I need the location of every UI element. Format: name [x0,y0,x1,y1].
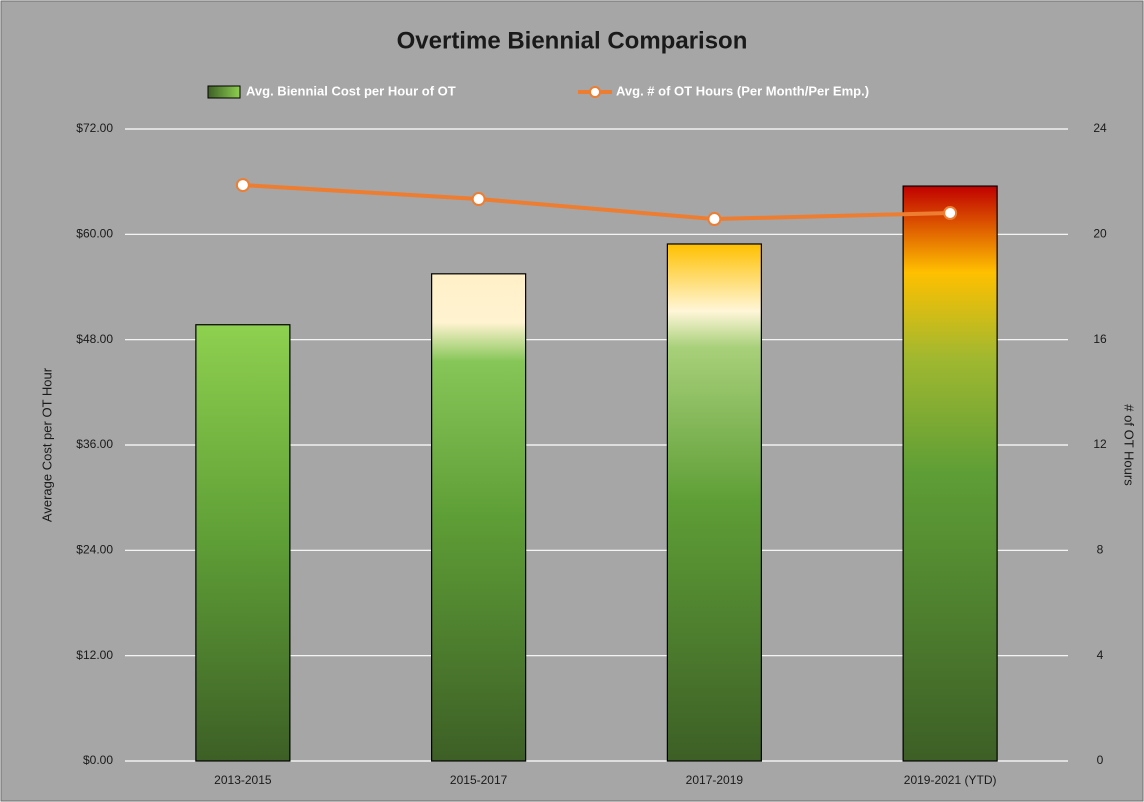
y-tick-label: $60.00 [76,227,113,241]
y-tick-label: $12.00 [76,648,113,662]
marker [235,178,250,193]
y-tick-label: $48.00 [76,332,113,346]
chart-title: Overtime Biennial Comparison [397,27,748,54]
y-tick-label: $36.00 [76,437,113,451]
y2-tick-label: 24 [1093,121,1107,135]
y2-tick-label: 0 [1097,753,1104,767]
y2-tick-label: 12 [1093,437,1107,451]
y-tick-label: $0.00 [83,753,113,767]
y-tick-label: $72.00 [76,121,113,135]
legend-label: Avg. Biennial Cost per Hour of OT [246,83,456,98]
marker [943,206,958,221]
bar [195,324,291,762]
y2-tick-label: 8 [1097,543,1104,557]
y-tick-label: $24.00 [76,543,113,557]
line [242,183,951,222]
legend-label: Avg. # of OT Hours (Per Month/Per Emp.) [616,83,869,98]
marker [707,212,722,227]
legend-swatch [207,85,241,99]
x-tick-label: 2019-2021 (YTD) [904,773,997,787]
bar [902,185,998,762]
y-axis-label: Average Cost per OT Hour [39,367,54,522]
bar [666,243,762,762]
bar [431,273,527,762]
legend-swatch [589,86,601,98]
x-tick-label: 2015-2017 [450,773,508,787]
y2-tick-label: 16 [1093,332,1107,346]
marker [471,192,486,207]
x-tick-label: 2017-2019 [686,773,744,787]
y2-tick-label: 20 [1093,227,1107,241]
y2-tick-label: 4 [1097,648,1104,662]
y2-axis-label: # of OT Hours [1122,404,1137,486]
x-tick-label: 2013-2015 [214,773,272,787]
